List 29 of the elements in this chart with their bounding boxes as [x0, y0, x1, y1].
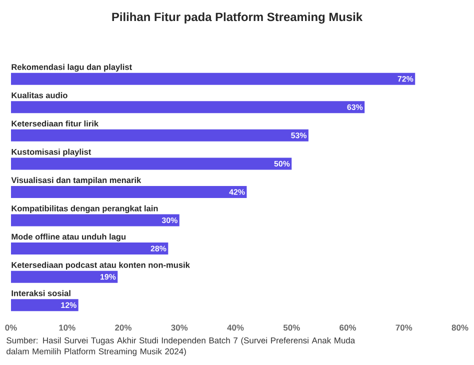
- x-tick-label: 40%: [227, 324, 244, 331]
- bar: [11, 299, 78, 312]
- x-tick-label: 80%: [452, 324, 468, 331]
- y-tick-label: Mode offline atau unduh lagu: [12, 234, 126, 242]
- bar: [11, 242, 168, 255]
- y-tick-label: Interaksi sosial: [12, 290, 70, 296]
- bar: [11, 270, 118, 283]
- x-tick-label: 0%: [5, 324, 17, 331]
- x-tick-label: 20%: [115, 324, 132, 331]
- y-tick-label: Kustomisasi playlist: [12, 148, 92, 156]
- y-tick-label: Ketersediaan fitur lirik: [12, 120, 99, 127]
- text: Sumber: Hasil Survei Tugas Akhir Studi Independen Batch 7 (Survei Preferensi Anak Muda dalam Memilih Platform Streaming Musik 2024): [6, 337, 356, 356]
- bar: [11, 158, 292, 170]
- y-tick-label: Kualitas audio: [12, 92, 68, 98]
- y-tick-label: Ketersediaan podcast atau konten non-musik: [12, 262, 190, 270]
- bar: [11, 101, 365, 114]
- y-tick-label: Kompatibilitas dengan perangkat lain: [12, 205, 158, 214]
- bar: [11, 214, 180, 226]
- bar: [11, 72, 416, 85]
- x-tick-label: 60%: [340, 324, 356, 331]
- y-tick-label: Visualisasi dan tampilan menarik: [11, 177, 142, 185]
- bar: [11, 186, 247, 198]
- x-tick-label: 10%: [59, 324, 76, 331]
- y-tick-label: Rekomendasi lagu dan playlist: [12, 64, 132, 72]
- x-tick-label: 50%: [283, 324, 300, 331]
- bar: [11, 129, 308, 142]
- x-tick-label: 30%: [171, 324, 188, 331]
- x-tick-label: 70%: [396, 324, 412, 331]
- chart-title: Pilihan Fitur pada Platform Streaming Musik: [112, 12, 363, 24]
